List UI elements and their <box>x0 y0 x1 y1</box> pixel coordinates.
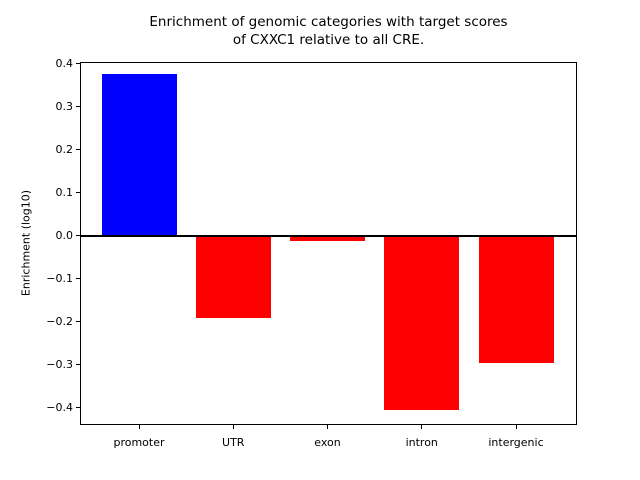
y-tick-label: −0.1 <box>46 272 73 285</box>
y-tick-label: −0.3 <box>46 357 73 371</box>
y-tick-mark <box>76 149 80 151</box>
y-tick-mark <box>76 406 80 408</box>
bar-promoter <box>101 74 177 236</box>
y-tick-mark <box>76 63 80 65</box>
chart-title-line-2: of CXXC1 relative to all CRE. <box>232 32 425 48</box>
x-tick-label-intron: intron <box>405 436 438 449</box>
x-tick-mark <box>421 425 423 429</box>
zero-line <box>80 234 577 237</box>
y-tick-mark <box>76 192 80 194</box>
y-tick-label: 0.1 <box>55 186 74 200</box>
bar-intergenic <box>478 235 554 364</box>
x-tick-label-UTR: UTR <box>222 436 245 449</box>
bar-exon <box>290 235 365 241</box>
x-tick-mark <box>515 425 517 429</box>
y-tick-label: 0.0 <box>55 229 74 243</box>
x-tick-label-promoter: promoter <box>113 436 165 449</box>
x-tick-mark <box>138 425 140 429</box>
y-tick-mark <box>76 320 80 322</box>
chart-title-line-1: Enrichment of genomic categories with ta… <box>149 14 508 30</box>
bar-UTR <box>195 235 271 319</box>
x-tick-label-exon: exon <box>314 436 341 449</box>
y-tick-label: −0.4 <box>46 400 73 414</box>
y-tick-label: −0.2 <box>46 314 73 328</box>
y-tick-mark <box>76 278 80 279</box>
y-tick-label: 0.2 <box>55 143 74 157</box>
y-tick-label: 0.3 <box>55 100 74 114</box>
x-tick-label-intergenic: intergenic <box>488 436 544 449</box>
x-tick-mark <box>232 425 234 429</box>
y-tick-mark <box>76 106 80 108</box>
bar-intron <box>384 235 460 410</box>
x-tick-mark <box>327 425 328 429</box>
y-tick-mark <box>76 235 80 237</box>
y-tick-label: 0.4 <box>55 57 74 71</box>
y-tick-mark <box>76 363 80 365</box>
chart-title: Enrichment of genomic categories with ta… <box>80 13 577 49</box>
